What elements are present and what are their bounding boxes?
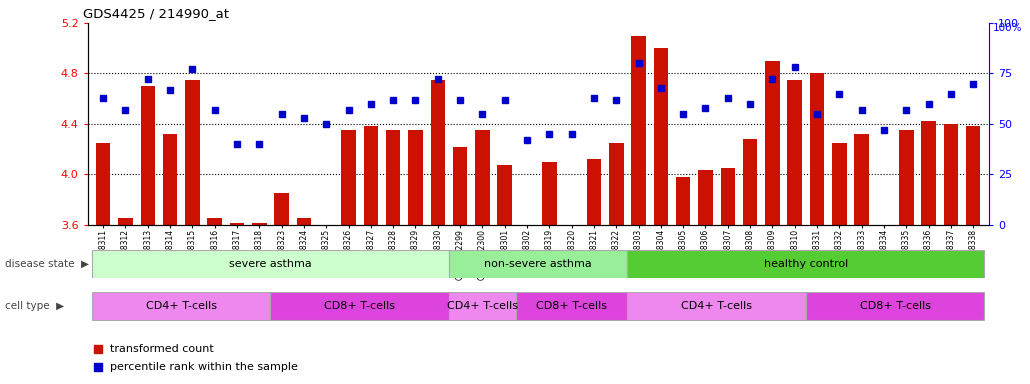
Bar (453, 147, 468, 384)
Bar (118, 218, 133, 384)
Text: non-severe asthma: non-severe asthma (484, 259, 592, 269)
Bar (516, 293, 627, 320)
Bar (676, 177, 690, 384)
Bar (542, 162, 556, 384)
Text: GDS4425 / 214990_at: GDS4425 / 214990_at (83, 7, 229, 20)
Bar (627, 293, 805, 320)
Bar (319, 230, 334, 384)
Text: 100%: 100% (993, 23, 1023, 33)
Bar (631, 36, 646, 384)
Bar (810, 73, 824, 384)
Bar (163, 134, 177, 384)
Text: severe asthma: severe asthma (229, 259, 312, 269)
Bar (449, 250, 627, 278)
Bar (297, 218, 311, 384)
Text: CD4+ T-cells: CD4+ T-cells (145, 301, 216, 311)
Bar (832, 143, 847, 384)
Text: CD8+ T-cells: CD8+ T-cells (860, 301, 931, 311)
Bar (408, 130, 422, 384)
Bar (564, 230, 579, 384)
Bar (966, 126, 981, 384)
Bar (341, 130, 355, 384)
Text: percentile rank within the sample: percentile rank within the sample (110, 362, 298, 372)
Text: CD4+ T-cells: CD4+ T-cells (681, 301, 752, 311)
Text: healthy control: healthy control (764, 259, 848, 269)
Bar (805, 293, 985, 320)
Bar (271, 293, 449, 320)
Bar (497, 166, 512, 384)
Bar (899, 130, 914, 384)
Bar (921, 121, 936, 384)
Bar (765, 61, 780, 384)
Bar (475, 130, 489, 384)
Bar (721, 168, 735, 384)
Text: transformed count: transformed count (110, 344, 214, 354)
Bar (364, 126, 378, 384)
Bar (855, 134, 869, 384)
Bar (386, 130, 401, 384)
Bar (698, 170, 713, 384)
Bar (943, 124, 958, 384)
Bar (431, 80, 445, 384)
Bar (609, 143, 623, 384)
Bar (274, 193, 288, 384)
Bar (654, 48, 668, 384)
Bar (252, 223, 267, 384)
Text: CD8+ T-cells: CD8+ T-cells (537, 301, 607, 311)
Bar (449, 293, 516, 320)
Bar (92, 293, 271, 320)
Bar (743, 139, 757, 384)
Bar (185, 80, 200, 384)
Bar (627, 250, 985, 278)
Bar (92, 250, 449, 278)
Bar (520, 262, 535, 384)
Bar (788, 80, 802, 384)
Bar (230, 223, 244, 384)
Bar (587, 159, 602, 384)
Bar (877, 256, 891, 384)
Text: CD8+ T-cells: CD8+ T-cells (324, 301, 396, 311)
Text: cell type  ▶: cell type ▶ (5, 301, 64, 311)
Text: CD4+ T-cells: CD4+ T-cells (447, 301, 518, 311)
Bar (96, 143, 110, 384)
Text: disease state  ▶: disease state ▶ (5, 259, 90, 269)
Bar (207, 218, 221, 384)
Bar (140, 86, 156, 384)
